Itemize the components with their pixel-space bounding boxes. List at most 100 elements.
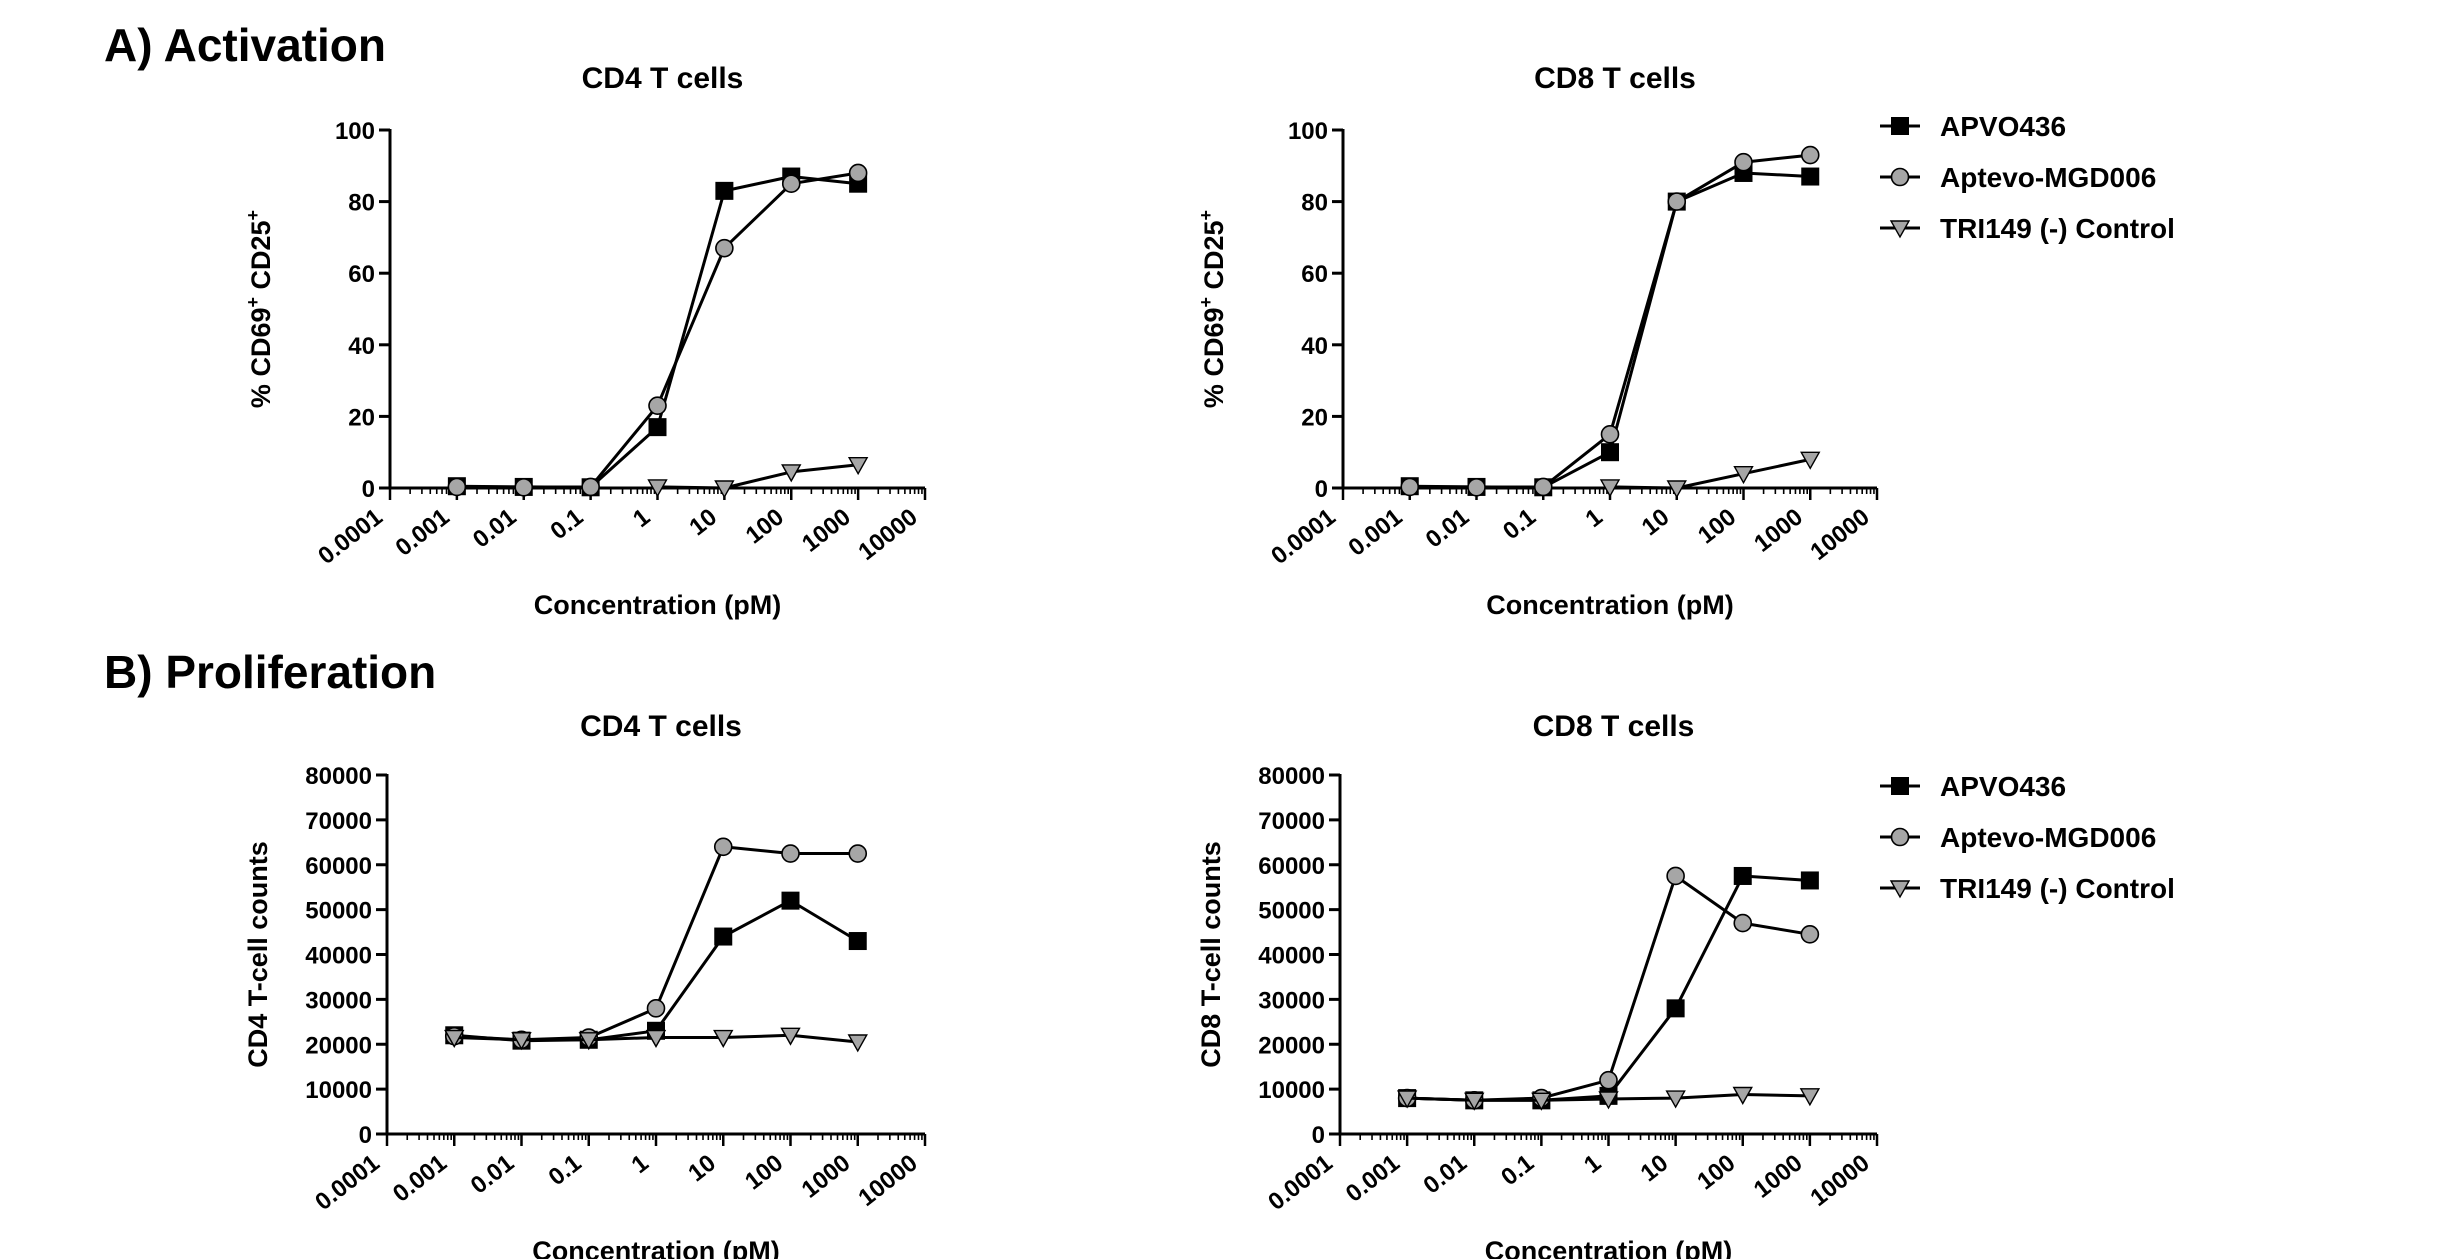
x-tick-label: 10000 [853,503,922,565]
data-point [848,932,867,951]
x-tick-label: 10000 [1805,1149,1874,1211]
data-point [1667,192,1687,211]
chart-b-cd8: CD8 T cells 0 10000 20000 30000 40000 50000 600… [1196,710,2175,1259]
series-apvo436 [447,167,868,497]
data-point [1800,871,1819,890]
x-tick-label: 1 [628,503,655,533]
x-tick-label: 100 [1692,1149,1740,1195]
x-tick-label: 1 [627,1149,654,1179]
legend-label: TRI149 (-) Control [1940,213,2175,244]
y-tick-label: 10000 [305,1077,372,1104]
data-point [714,927,733,946]
x-axis-label: Concentration (pM) [1485,1236,1732,1259]
series-line [456,175,859,489]
legend-marker [1889,220,1911,239]
x-tick-label: 0.01 [468,503,521,553]
legend-label: TRI149 (-) Control [1940,873,2175,904]
data-point [781,844,800,863]
data-point [1733,913,1753,933]
y-tick-label: 60 [1301,261,1328,288]
x-tick-label: 1 [1581,503,1608,533]
data-point [1531,1092,1552,1111]
series-line [454,899,859,1043]
x-tick-label: 0.01 [1419,1149,1472,1199]
data-point [713,1029,734,1048]
x-tick-label: 1 [1579,1149,1606,1179]
chart-title: CD8 T cells [1534,62,1696,95]
data-point [578,1032,599,1051]
y-tick-label: 40 [348,333,375,360]
y-tick-label: 0 [1315,476,1328,503]
y-tick-label: 40000 [1258,943,1325,970]
y-tick-label: 80000 [1258,763,1325,790]
y-tick-label: 70000 [1258,808,1325,835]
section-title-activation: A) Activation [104,19,386,71]
data-point [1732,1086,1753,1105]
y-tick-label: 60000 [305,853,372,880]
section-title-proliferation: B) Proliferation [104,646,437,698]
data-point [1733,866,1752,885]
x-tick-label: 100 [740,1149,788,1195]
data-point [1600,424,1620,444]
series-line [1407,874,1811,1102]
x-axis-label: Concentration (pM) [532,1236,779,1259]
series-aptevo-mgd006 [444,837,868,1050]
series-apvo436 [445,891,867,1050]
x-tick-label: 1000 [797,1149,856,1203]
x-tick-label: 0.001 [1341,1149,1405,1207]
data-point [848,163,868,183]
legend-marker [1889,880,1911,899]
legend-label: APVO436 [1940,771,2066,802]
series-line [456,171,859,489]
legend-marker [1890,827,1910,847]
data-point [714,480,735,499]
y-tick-label: 20 [348,404,375,431]
y-axis-label: % CD69+ CD25+ [243,210,276,408]
data-point [1801,167,1820,186]
x-tick-label: 0.0001 [1263,1149,1337,1215]
chart-a-cd4: CD4 T cells 0 20 40 60 80 100 0.0001 0.001 0.01 0.… [243,62,927,620]
legend-item: Aptevo-MGD006 [1880,822,2156,853]
legend-item: TRI149 (-) Control [1880,873,2175,904]
data-point [715,181,734,200]
series-line [1609,457,1811,490]
legend-item: Aptevo-MGD006 [1880,162,2156,193]
x-tick-label: 0.001 [391,503,455,561]
x-axis-label: Concentration (pM) [534,590,781,620]
y-tick-label: 70000 [305,808,372,835]
y-tick-label: 20000 [1258,1032,1325,1059]
data-point [1533,477,1553,497]
series-aptevo-mgd006 [447,163,868,497]
series-line [1407,874,1811,1102]
y-tick-label: 60 [348,261,375,288]
x-tick-label: 0.0001 [310,1149,384,1215]
data-point [648,418,667,437]
legend: APVO436 Aptevo-MGD006 TRI149 (-) Control [1880,111,2175,244]
y-tick-label: 0 [1312,1122,1325,1149]
x-axis-label: Concentration (pM) [1486,590,1733,620]
x-tick-label: 1000 [1749,503,1808,557]
x-tick-label: 0.01 [1421,503,1474,553]
data-point [514,477,534,497]
data-point [848,844,868,863]
chart-title: CD4 T cells [580,710,742,743]
data-point [447,477,467,497]
x-tick-label: 0.001 [1343,503,1407,561]
series-tri149-control [647,457,869,499]
data-point [715,238,734,258]
x-tick-label: 0.1 [1496,1149,1539,1191]
data-point [1734,152,1753,172]
data-point [1665,1090,1686,1109]
data-point [1464,1092,1485,1111]
series-apvo436 [1400,163,1820,497]
series-tri149-control [1599,451,1821,499]
x-tick-label: 0.1 [1498,503,1541,545]
data-point [1733,465,1754,485]
data-point [1800,925,1820,944]
y-axis-label: % CD69+ CD25+ [1196,210,1229,408]
data-point [1601,443,1619,462]
data-point [1598,1091,1619,1110]
data-point [1599,479,1621,498]
series-line [657,463,859,490]
legend-marker [1891,117,1909,135]
